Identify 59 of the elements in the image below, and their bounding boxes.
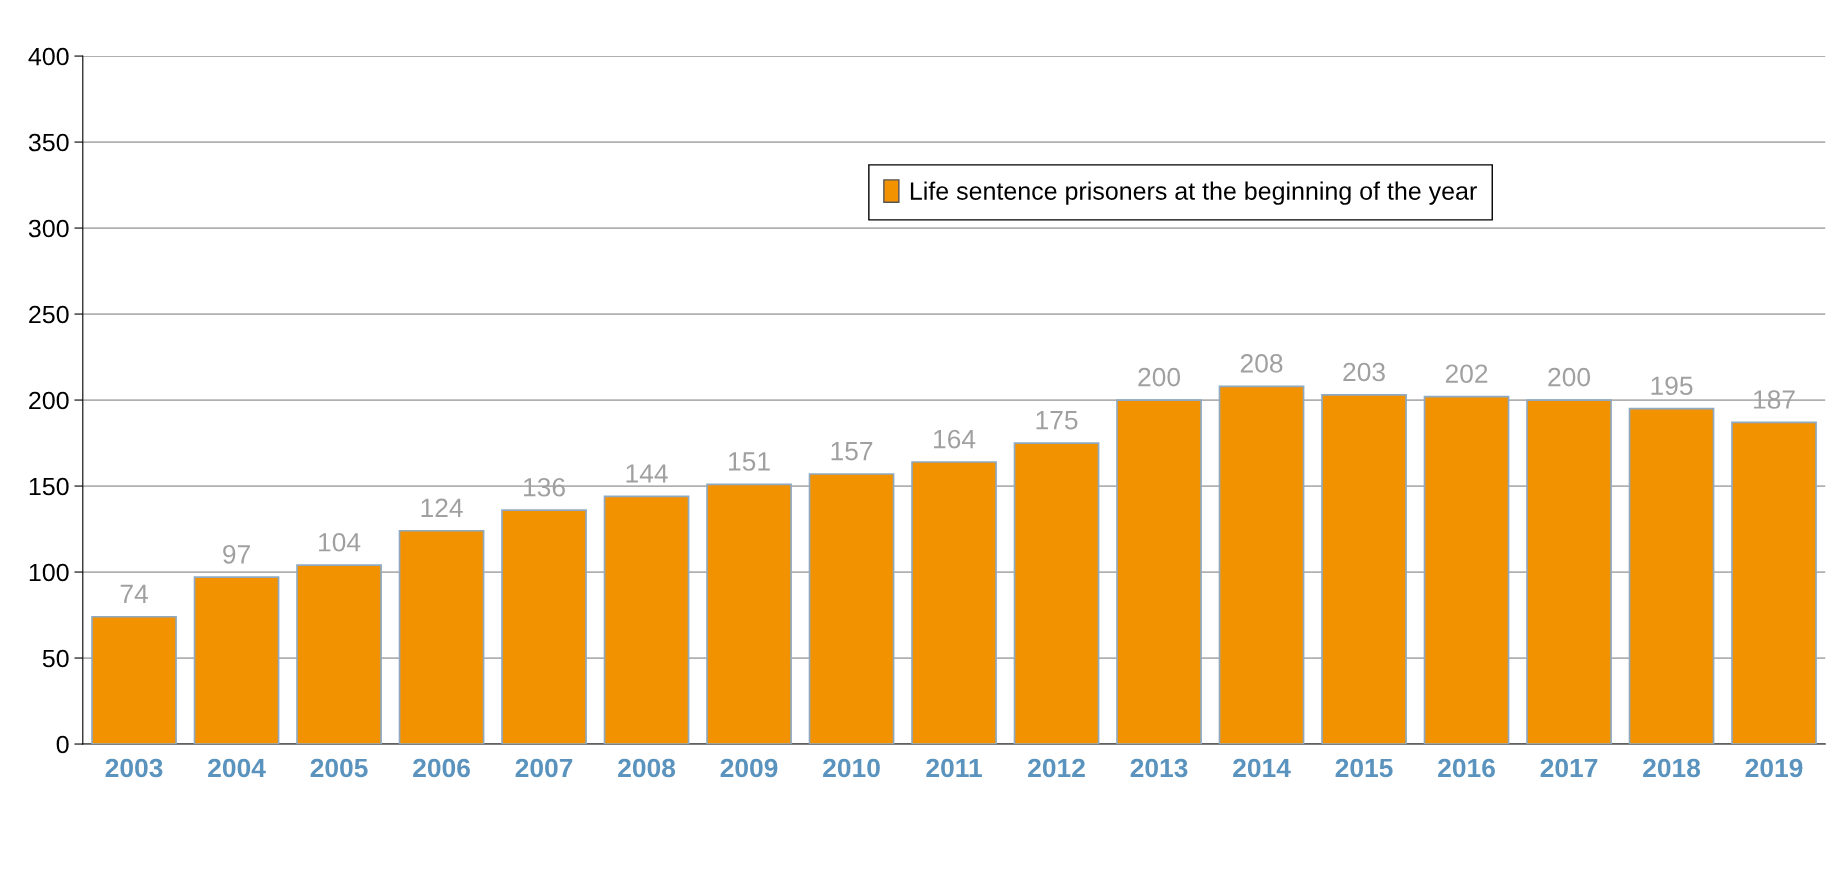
y-tick-label: 100 — [29, 563, 69, 582]
x-tick-label: 2005 — [310, 758, 368, 778]
bar — [1116, 399, 1202, 745]
x-tick-label: 2013 — [1130, 758, 1188, 778]
y-tick-label: 200 — [29, 391, 69, 410]
data-label: 175 — [1036, 411, 1078, 430]
bar — [1423, 395, 1510, 745]
data-label: 157 — [831, 442, 873, 461]
bar — [911, 461, 997, 745]
bar — [706, 483, 792, 745]
data-label: 74 — [120, 584, 148, 603]
x-tick-label: 2015 — [1335, 758, 1393, 778]
y-tick-label: 250 — [29, 305, 69, 324]
bar — [501, 509, 587, 745]
y-tick-label: 400 — [28, 47, 69, 66]
x-tick-label: 2004 — [208, 758, 266, 778]
bar — [1321, 394, 1407, 745]
data-label: 144 — [626, 464, 668, 483]
bar — [193, 576, 280, 745]
x-tick-label: 2008 — [618, 758, 676, 778]
y-tick-label: 300 — [28, 219, 69, 238]
data-label: 124 — [421, 498, 463, 517]
data-label: 151 — [729, 452, 770, 471]
data-label: 200 — [1548, 367, 1591, 387]
data-label: 195 — [1651, 376, 1693, 396]
y-tick-label: 0 — [56, 735, 69, 754]
x-tick-label: 2009 — [720, 758, 778, 778]
x-tick-label: 2018 — [1643, 758, 1701, 778]
bar — [1218, 385, 1305, 745]
bar — [398, 529, 485, 745]
bar — [603, 495, 690, 745]
y-tick-label: 150 — [29, 477, 69, 496]
bar — [1013, 442, 1100, 745]
x-tick-label: 2010 — [823, 758, 880, 778]
x-tick-label: 2016 — [1438, 758, 1495, 778]
bar — [91, 615, 177, 745]
bar — [1526, 399, 1612, 745]
y-tick-label: 350 — [28, 133, 69, 152]
data-label: 208 — [1240, 354, 1283, 373]
y-tick-label: 50 — [42, 649, 69, 668]
data-label: 97 — [223, 544, 250, 564]
x-tick-label: 2012 — [1028, 758, 1085, 778]
data-label: 202 — [1445, 364, 1488, 384]
x-tick-label: 2011 — [926, 758, 982, 778]
x-tick-label: 2014 — [1233, 758, 1291, 778]
data-label: 203 — [1343, 362, 1385, 382]
bar — [808, 473, 895, 745]
x-tick-label: 2007 — [515, 758, 573, 778]
bar — [1628, 407, 1715, 745]
data-label: 164 — [934, 429, 976, 449]
data-label: 104 — [319, 532, 361, 552]
legend-label: Life sentence prisoners at the beginning of the year — [910, 181, 1477, 205]
x-tick-label: 2017 — [1540, 758, 1598, 778]
x-tick-label: 2006 — [413, 758, 470, 778]
bar — [296, 564, 382, 745]
x-tick-label: 2003 — [105, 758, 163, 778]
x-tick-label: 2019 — [1745, 758, 1803, 778]
data-label: 200 — [1138, 367, 1181, 387]
bar — [1731, 421, 1817, 745]
